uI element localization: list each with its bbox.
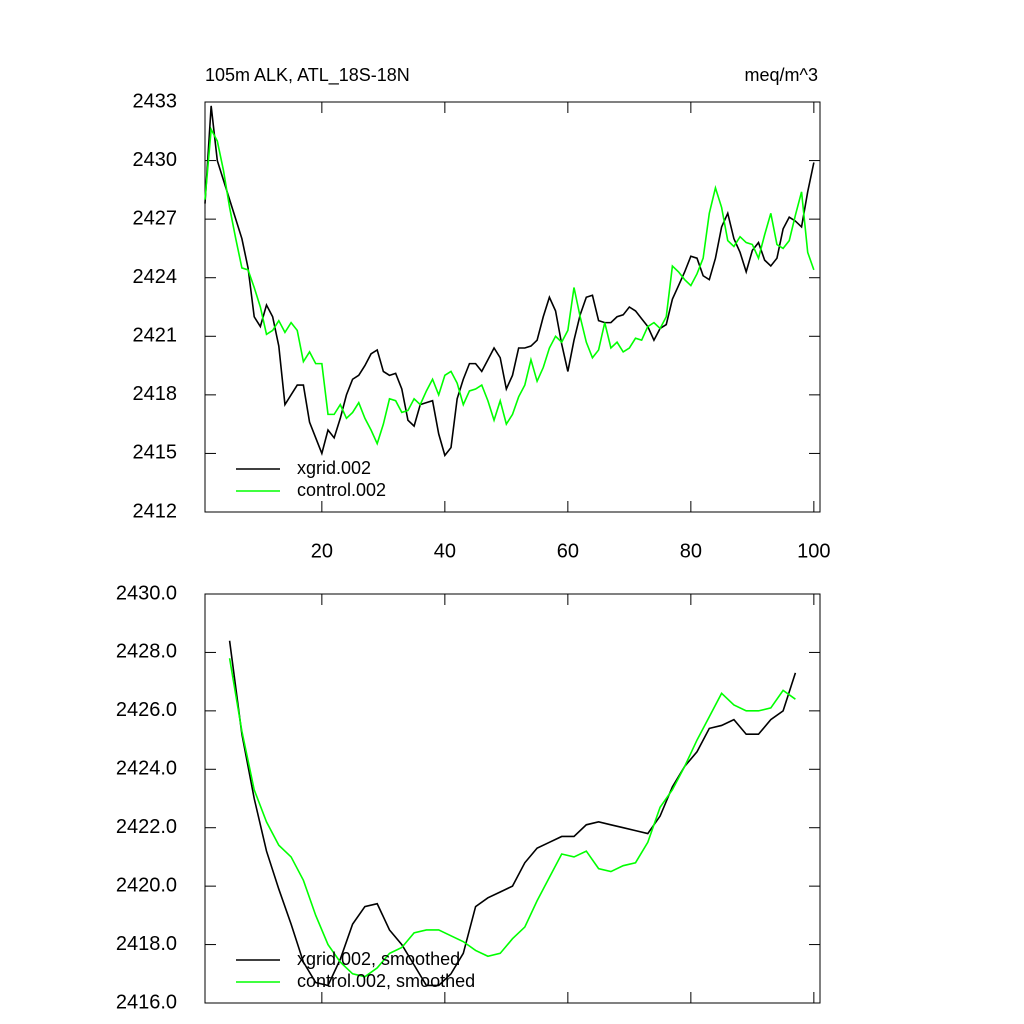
series-line [228,640,797,987]
y-tick-label: 2421 [133,325,178,347]
y-tick-label: 2418.0 [116,933,177,955]
chart-title: 105m ALK, ATL_18S-18N [205,65,410,86]
x-tick-label: 20 [311,540,333,562]
legend-label: control.002 [297,480,386,500]
x-tick-label: 100 [797,540,830,562]
y-tick-label: 2428.0 [116,641,177,663]
y-tick-label: 2426.0 [116,699,177,721]
series-line [204,126,815,446]
legend-label: xgrid.002 [297,458,371,478]
y-tick-label: 2427 [133,207,178,229]
plot-frame [204,101,821,513]
x-tick-label: 40 [434,540,456,562]
y-tick-label: 2430 [133,149,178,171]
x-tick-label: 60 [557,540,579,562]
series-line [228,658,796,978]
y-tick-label: 2424 [133,266,178,288]
series-line [204,105,815,458]
y-tick-label: 2418 [133,383,178,405]
y-tick-label: 2430.0 [116,582,177,604]
legend-label: control.002, smoothed [297,971,475,991]
legend-label: xgrid.002, smoothed [297,949,460,969]
y-tick-label: 2412 [133,500,178,522]
y-tick-label: 2420.0 [116,874,177,896]
y-tick-label: 2415 [133,442,178,464]
y-tick-label: 2433 [133,90,178,112]
units-label: meq/m^3 [745,65,818,85]
y-tick-label: 2424.0 [116,758,177,780]
y-tick-label: 2422.0 [116,816,177,838]
y-tick-label: 2416.0 [116,991,177,1013]
x-tick-label: 80 [680,540,702,562]
plot-frame [204,593,821,1004]
